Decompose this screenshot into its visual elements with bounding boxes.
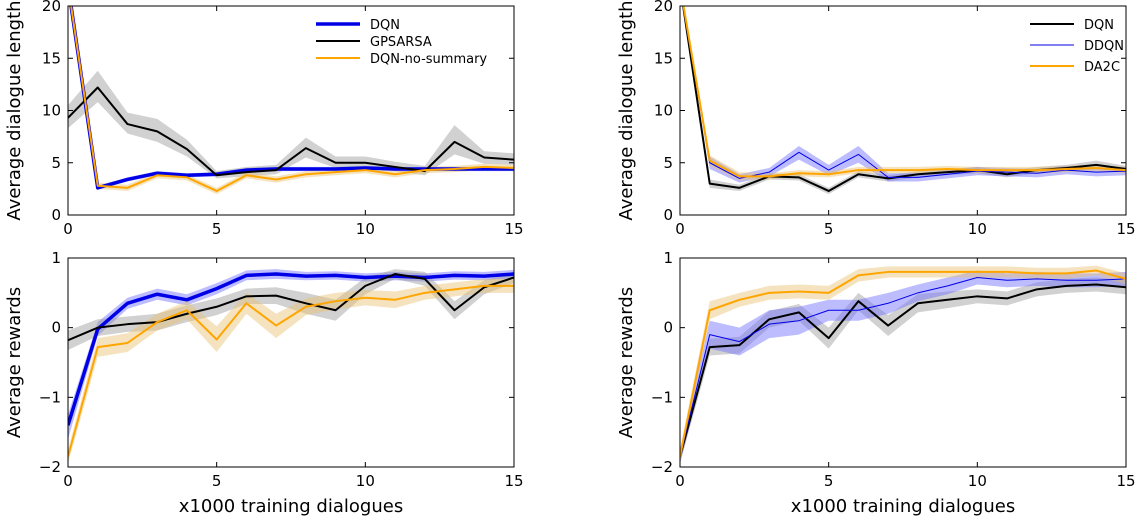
y-axis-label: Average rewards — [4, 287, 25, 438]
series-line-dqn — [682, 6, 1126, 192]
x-axis-label: x1000 training dialogues — [179, 496, 403, 517]
y-tick-label: 15 — [654, 49, 673, 67]
band-gpsarsa — [68, 70, 514, 179]
plot-frame — [67, 257, 515, 468]
plot-frame — [679, 257, 1127, 468]
x-tick-label: 10 — [968, 472, 987, 490]
y-axis-label: Average rewards — [616, 287, 637, 438]
series-line-dqn-no-summary — [68, 284, 514, 457]
band-dqn — [683, 6, 1126, 195]
x-axis-label: x1000 training dialogues — [791, 496, 1015, 517]
y-tick-label: 1 — [663, 249, 673, 267]
x-tick-label: 15 — [504, 220, 523, 238]
legend-label-dqn: DQN — [370, 18, 400, 33]
legend-label-gpsarsa: GPSARSA — [370, 35, 432, 50]
y-tick-label: 15 — [42, 49, 61, 67]
chart-bottom-left: 0 5 10 15 −2 −1 0 1 Average rewards x1000 train… — [4, 249, 524, 517]
series-line-da2c — [682, 6, 1126, 178]
series-line-ddqn — [680, 277, 1126, 457]
y-tick-label: −2 — [39, 458, 61, 476]
y-tick-label: 1 — [51, 249, 61, 267]
bands — [68, 6, 514, 195]
band-ddqn — [680, 270, 1126, 464]
y-tick-label: 0 — [663, 319, 673, 337]
x-tick-label: 15 — [504, 472, 523, 490]
y-tick-label: 20 — [654, 0, 673, 15]
x-tick-label: 0 — [63, 472, 73, 490]
chart-top-left: 0 5 10 15 0 5 10 15 20 Average dialogue length D… — [4, 0, 524, 238]
x-tick-label: 5 — [824, 472, 834, 490]
legend: DQN GPSARSA DQN-no-summary — [316, 18, 487, 67]
series-line-gpsarsa — [68, 273, 514, 342]
band-da2c — [683, 6, 1126, 181]
series-line-da2c — [680, 269, 1126, 457]
y-axis-label: Average dialogue length — [616, 0, 637, 220]
x-tick-label: 0 — [675, 472, 685, 490]
tick-labels: 0 5 10 15 0 5 10 15 20 — [654, 0, 1136, 238]
y-tick-label: 10 — [654, 102, 673, 120]
band-ddqn — [683, 6, 1126, 183]
x-tick-label: 10 — [356, 472, 375, 490]
y-axis-label: Average dialogue length — [4, 0, 25, 220]
legend: DQN DDQN DA2C — [1030, 18, 1124, 75]
y-tick-label: 5 — [663, 154, 673, 172]
y-tick-label: −1 — [651, 388, 673, 406]
legend-label-dqn-no-summary: DQN-no-summary — [370, 52, 487, 67]
x-tick-label: 5 — [212, 472, 222, 490]
y-tick-label: −2 — [651, 458, 673, 476]
x-tick-label: 0 — [675, 220, 685, 238]
x-tick-label: 0 — [63, 220, 73, 238]
series-line-gpsarsa — [68, 86, 514, 177]
x-tick-label: 5 — [212, 220, 222, 238]
legend-label-ddqn: DDQN — [1084, 39, 1124, 54]
x-tick-label: 15 — [1116, 472, 1135, 490]
legend-label-dqn: DQN — [1084, 18, 1114, 33]
tick-labels: 0 5 10 15 −2 −1 0 1 — [39, 249, 524, 490]
y-tick-label: 10 — [42, 102, 61, 120]
x-tick-label: 10 — [356, 220, 375, 238]
bands — [68, 269, 514, 464]
x-tick-label: 10 — [968, 220, 987, 238]
y-tick-label: 20 — [42, 0, 61, 15]
chart-bottom-right: 0 5 10 15 −2 −1 0 1 Average rewards x1000 train… — [616, 249, 1136, 517]
tick-labels: 0 5 10 15 0 5 10 15 20 — [42, 0, 524, 238]
chart-top-right: 0 5 10 15 0 5 10 15 20 Average dialogue length D… — [616, 0, 1136, 238]
legend-label-da2c: DA2C — [1084, 60, 1120, 75]
x-tick-label: 15 — [1116, 220, 1135, 238]
y-tick-label: 0 — [51, 206, 61, 224]
series-line-dqn — [68, 272, 514, 426]
y-tick-label: 5 — [51, 154, 61, 172]
y-tick-label: −1 — [39, 388, 61, 406]
series-line-dqn — [680, 283, 1126, 457]
bands — [683, 6, 1126, 195]
series-line-ddqn — [682, 6, 1126, 179]
y-tick-label: 0 — [663, 206, 673, 224]
lines — [680, 269, 1126, 457]
lines — [68, 6, 514, 192]
bands — [680, 265, 1126, 464]
lines — [68, 272, 514, 457]
series-line-dqn-no-summary — [70, 6, 514, 192]
tick-labels: 0 5 10 15 −2 −1 0 1 — [651, 249, 1136, 490]
x-tick-label: 5 — [824, 220, 834, 238]
y-tick-label: 0 — [51, 319, 61, 337]
lines — [682, 6, 1126, 192]
